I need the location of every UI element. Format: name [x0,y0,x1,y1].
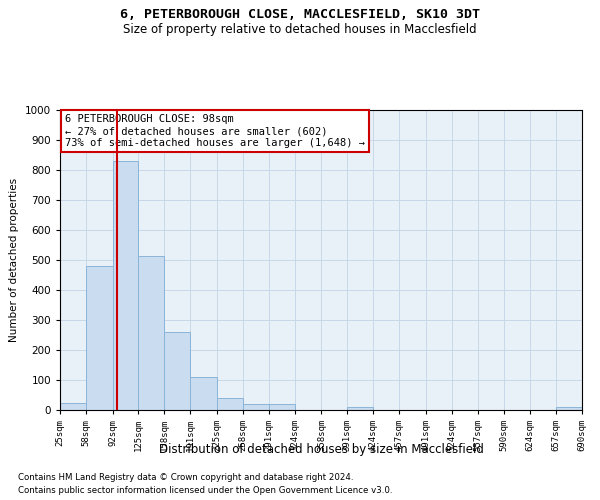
Bar [243,404,269,410]
Text: Size of property relative to detached houses in Macclesfield: Size of property relative to detached ho… [123,22,477,36]
Text: 6, PETERBOROUGH CLOSE, MACCLESFIELD, SK10 3DT: 6, PETERBOROUGH CLOSE, MACCLESFIELD, SK1… [120,8,480,20]
Bar [113,161,139,410]
Bar [86,266,113,410]
Bar [190,377,217,410]
Bar [269,404,295,410]
Text: Distribution of detached houses by size in Macclesfield: Distribution of detached houses by size … [158,442,484,456]
Bar [347,407,373,410]
Bar [556,407,582,410]
Bar [139,256,164,410]
Text: Contains HM Land Registry data © Crown copyright and database right 2024.: Contains HM Land Registry data © Crown c… [18,472,353,482]
Text: 6 PETERBOROUGH CLOSE: 98sqm
← 27% of detached houses are smaller (602)
73% of se: 6 PETERBOROUGH CLOSE: 98sqm ← 27% of det… [65,114,365,148]
Bar [164,332,190,410]
Bar [60,402,86,410]
Bar [217,398,243,410]
Y-axis label: Number of detached properties: Number of detached properties [9,178,19,342]
Text: Contains public sector information licensed under the Open Government Licence v3: Contains public sector information licen… [18,486,392,495]
